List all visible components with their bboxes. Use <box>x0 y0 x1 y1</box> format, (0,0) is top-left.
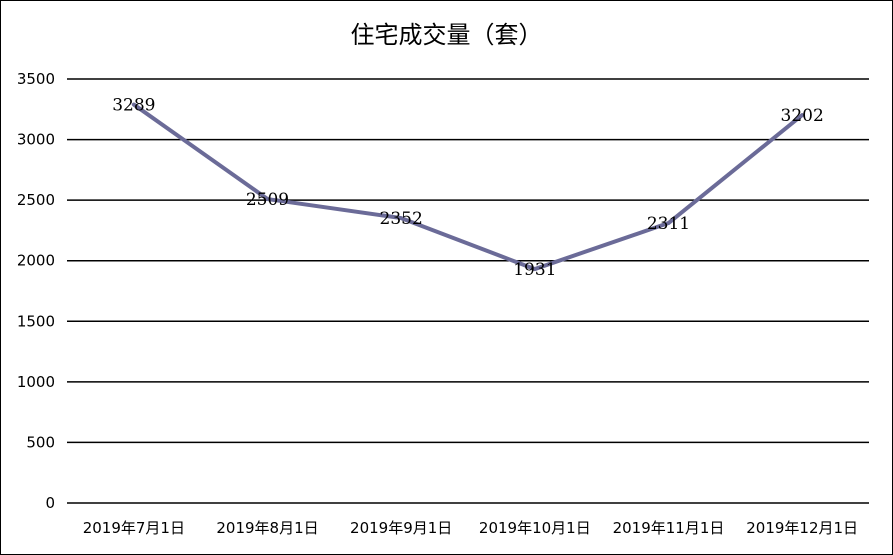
x-tick-label: 2019年8月1日 <box>216 519 318 537</box>
data-label: 2352 <box>380 209 423 229</box>
data-label: 3202 <box>781 106 824 126</box>
x-tick-label: 2019年7月1日 <box>83 519 185 537</box>
x-tick-label: 2019年10月1日 <box>479 519 591 537</box>
y-tick-label: 0 <box>45 494 55 512</box>
y-tick-label: 1500 <box>17 312 55 330</box>
y-tick-label: 2000 <box>17 252 55 270</box>
data-label: 2311 <box>647 214 690 234</box>
x-tick-label: 2019年12月1日 <box>746 519 858 537</box>
chart-title: 住宅成交量（套） <box>350 21 543 49</box>
x-tick-label: 2019年9月1日 <box>350 519 452 537</box>
series-line <box>131 102 805 272</box>
y-tick-label: 3500 <box>17 70 55 88</box>
x-tick-label: 2019年11月1日 <box>613 519 725 537</box>
data-label: 3289 <box>112 96 155 116</box>
y-tick-label: 3000 <box>17 131 55 149</box>
data-label: 2509 <box>246 190 289 210</box>
data-label: 1931 <box>513 260 556 280</box>
y-tick-label: 500 <box>26 433 55 451</box>
y-tick-label: 1000 <box>17 373 55 391</box>
y-tick-label: 2500 <box>17 191 55 209</box>
